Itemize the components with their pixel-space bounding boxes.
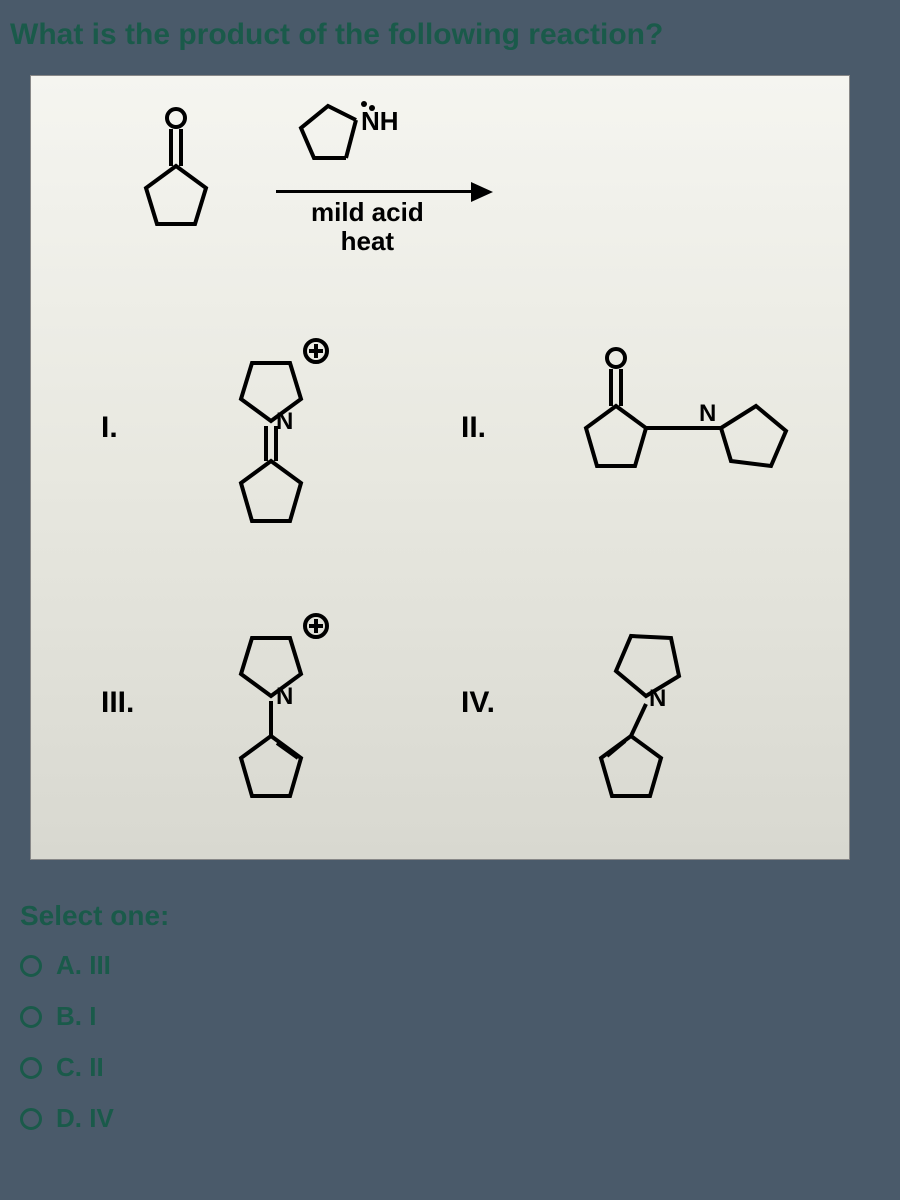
reaction-arrow xyxy=(276,190,476,193)
choice-a[interactable]: A. III xyxy=(20,950,169,981)
reaction-scheme: NH mild acid heat xyxy=(121,96,551,276)
choice-d[interactable]: D. IV xyxy=(20,1103,169,1134)
choice-b-label: B. I xyxy=(56,1001,96,1032)
option-ii: II. N xyxy=(451,331,841,571)
svg-text:N: N xyxy=(276,408,293,435)
cond-line2: heat xyxy=(311,227,424,256)
radio-b[interactable] xyxy=(20,1006,42,1028)
radio-d[interactable] xyxy=(20,1108,42,1130)
nh-label: NH xyxy=(361,106,399,137)
choice-b[interactable]: B. I xyxy=(20,1001,169,1032)
radio-a[interactable] xyxy=(20,955,42,977)
choice-c-label: C. II xyxy=(56,1052,104,1083)
roman-iv: IV. xyxy=(461,686,495,720)
reaction-figure-panel: NH mild acid heat I. N xyxy=(30,75,850,860)
roman-i: I. xyxy=(101,411,118,445)
roman-iii: III. xyxy=(101,686,134,720)
option-iv: IV. N xyxy=(451,606,841,846)
structure-ii: N xyxy=(561,331,841,511)
svg-text:N: N xyxy=(649,685,666,712)
radio-c[interactable] xyxy=(20,1057,42,1079)
choice-a-label: A. III xyxy=(56,950,111,981)
choice-c[interactable]: C. II xyxy=(20,1052,169,1083)
svg-text:N: N xyxy=(699,400,716,427)
structure-i: N xyxy=(201,331,401,551)
answer-block: Select one: A. III B. I C. II D. IV xyxy=(20,900,169,1154)
question-text: What is the product of the following rea… xyxy=(0,0,900,62)
roman-ii: II. xyxy=(461,411,486,445)
structure-iv: N xyxy=(561,606,761,826)
svg-text:N: N xyxy=(276,683,293,710)
choice-d-label: D. IV xyxy=(56,1103,114,1134)
reaction-arrow-head xyxy=(471,182,493,202)
select-one-label: Select one: xyxy=(20,900,169,932)
option-iii: III. N xyxy=(91,606,481,846)
option-i: I. N xyxy=(91,331,481,571)
cyclopentanone-structure xyxy=(121,96,241,246)
reaction-conditions: mild acid heat xyxy=(311,198,424,255)
structure-iii: N xyxy=(201,606,401,826)
cond-line1: mild acid xyxy=(311,198,424,227)
